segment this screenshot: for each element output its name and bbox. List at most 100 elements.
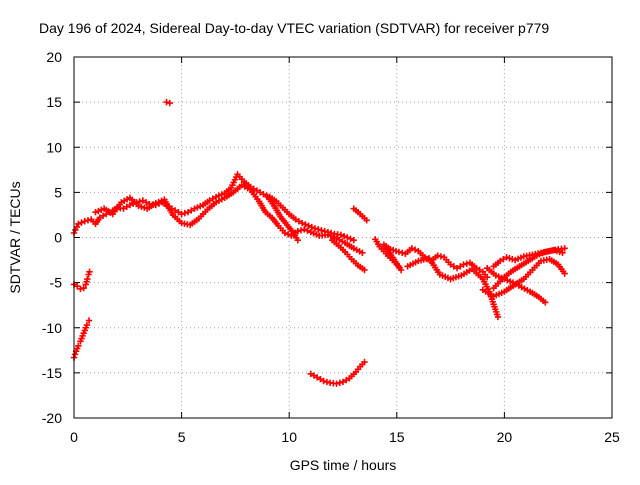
point-lower-arc xyxy=(310,372,318,379)
point-late-crossings xyxy=(500,255,507,263)
point-main-trend xyxy=(206,197,213,204)
point-main-trend xyxy=(184,209,192,216)
point-lower-arc xyxy=(343,376,350,384)
y-tick-label: 15 xyxy=(46,94,62,110)
point-late-crossings xyxy=(559,249,566,257)
point-lower-arc xyxy=(313,374,321,381)
grid xyxy=(74,57,612,418)
point-main-trend xyxy=(340,232,348,240)
point-main-trend xyxy=(78,219,85,226)
point-lower-arc xyxy=(320,377,327,385)
point-main-trend xyxy=(75,220,82,228)
point-main-trend xyxy=(305,222,312,229)
point-late-crossings xyxy=(542,299,549,306)
point-after-gap xyxy=(457,263,464,270)
point-main-lower-band xyxy=(281,229,289,237)
point-after-gap xyxy=(460,261,467,268)
point-main-trend xyxy=(139,197,147,204)
point-after-gap xyxy=(434,252,441,259)
point-main-trend xyxy=(250,185,257,192)
point-main-trend xyxy=(96,214,104,221)
point-after-gap xyxy=(408,245,416,252)
point-lower-arc xyxy=(317,375,324,383)
point-main-trend xyxy=(347,235,354,243)
point-main-trend xyxy=(302,221,309,228)
point-branch-9-10.4 xyxy=(294,237,302,244)
point-main-trend xyxy=(260,190,267,198)
point-outlier xyxy=(163,98,170,106)
x-tick-label: 25 xyxy=(604,429,620,445)
point-after-gap xyxy=(447,261,454,268)
point-main-trend xyxy=(209,195,217,202)
point-after-gap xyxy=(453,264,461,272)
point-early-branch-b xyxy=(85,317,93,324)
point-branch-12-13.5 xyxy=(361,266,368,274)
y-tick-label: 5 xyxy=(54,184,62,200)
point-after-gap xyxy=(476,266,483,274)
point-early-branch-a xyxy=(77,285,84,293)
point-early-branch-b xyxy=(75,342,82,349)
point-lower-arc xyxy=(339,378,347,386)
point-branch-12-13.5 xyxy=(363,217,370,224)
point-main-lower-band xyxy=(294,227,302,235)
point-main-trend xyxy=(126,201,134,209)
point-after-gap xyxy=(463,260,470,267)
point-early-branch-b xyxy=(71,351,79,358)
x-tick-label: 20 xyxy=(497,429,513,445)
y-tick-label: -20 xyxy=(42,410,62,426)
point-main-trend xyxy=(298,219,306,227)
y-tick-label: -5 xyxy=(50,275,63,291)
y-tick-label: 20 xyxy=(46,49,62,65)
point-after-gap xyxy=(395,248,403,256)
point-main-trend xyxy=(188,207,195,214)
point-outlier xyxy=(166,99,173,107)
point-lower-arc xyxy=(307,370,314,377)
point-after-gap xyxy=(450,263,458,270)
y-tick-label: 10 xyxy=(46,139,62,155)
point-main-lower-band xyxy=(359,249,366,257)
chart-title: Day 196 of 2024, Sidereal Day-to-day VTE… xyxy=(39,20,549,36)
point-main-lower-band xyxy=(284,231,292,238)
point-after-gap xyxy=(398,249,406,257)
point-main-trend xyxy=(295,218,303,225)
y-tick-label: -15 xyxy=(42,365,62,381)
y-tick-label: -10 xyxy=(42,320,62,336)
point-main-trend xyxy=(123,203,130,211)
point-after-gap xyxy=(494,313,502,321)
plot-frame xyxy=(73,56,613,419)
point-early-branch-a xyxy=(80,284,87,292)
point-main-trend xyxy=(81,218,88,225)
x-tick-label: 10 xyxy=(281,429,297,445)
point-main-lower-band xyxy=(297,227,305,234)
point-main-trend xyxy=(181,209,189,217)
point-early-branch-b xyxy=(83,321,91,329)
point-early-branch-a xyxy=(84,275,91,283)
point-after-gap xyxy=(483,274,491,281)
x-axis-label: GPS time / hours xyxy=(290,457,397,473)
point-after-gap xyxy=(411,246,419,253)
point-main-trend xyxy=(344,234,351,241)
data-points xyxy=(70,98,568,387)
point-main-lower-band xyxy=(301,226,308,233)
x-tick-label: 5 xyxy=(178,429,186,445)
point-lower-arc xyxy=(361,358,368,366)
x-tick-label: 0 xyxy=(70,429,78,445)
point-lower-arc xyxy=(336,379,343,387)
point-lower-arc xyxy=(323,378,331,386)
point-main-trend xyxy=(142,199,150,206)
point-main-trend xyxy=(253,187,261,194)
point-main-trend xyxy=(136,198,143,205)
point-lower-arc xyxy=(333,380,340,387)
y-tick-label: 0 xyxy=(54,230,62,246)
point-after-gap xyxy=(437,253,445,260)
point-main-trend xyxy=(99,212,107,220)
point-main-trend xyxy=(292,216,299,223)
point-main-lower-band xyxy=(304,227,311,234)
point-main-trend xyxy=(337,231,345,238)
point-main-trend xyxy=(311,225,319,232)
point-early-branch-a xyxy=(74,283,81,290)
x-tick-label: 15 xyxy=(389,429,405,445)
point-early-branch-a xyxy=(86,268,93,275)
